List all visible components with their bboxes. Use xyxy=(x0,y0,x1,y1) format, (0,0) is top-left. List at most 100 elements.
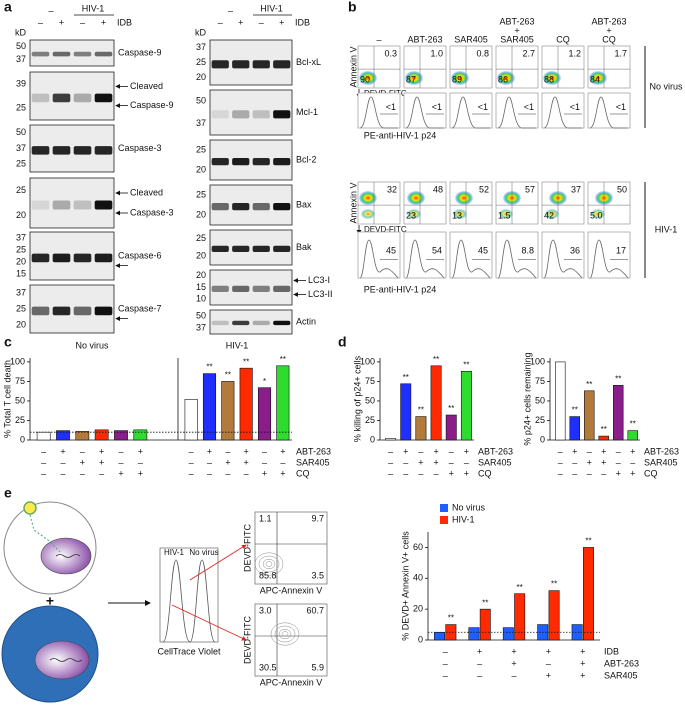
group-label: – xyxy=(48,5,53,15)
band xyxy=(252,158,270,166)
kd-label: 37 xyxy=(16,143,26,153)
condition-sign: + xyxy=(511,658,516,668)
blot-label: Caspase-9 xyxy=(130,100,174,110)
kd-label: 25 xyxy=(16,185,26,195)
quadrant-value: 1.2 xyxy=(568,48,581,58)
condition-sign: – xyxy=(262,457,267,467)
condition-label: CQ xyxy=(644,468,658,478)
band xyxy=(52,200,71,210)
blot-label: Cleaved xyxy=(130,187,163,197)
significance: ** xyxy=(433,355,439,364)
bar xyxy=(571,624,583,641)
legend-label: HIV-1 xyxy=(452,514,475,524)
significance: ** xyxy=(418,406,424,415)
band xyxy=(52,146,71,155)
contour-plot xyxy=(254,603,328,677)
column-header: SAR405 xyxy=(500,34,534,44)
condition-sign: – xyxy=(60,457,65,467)
kd-label: 20 xyxy=(16,256,26,266)
histogram-curve xyxy=(405,239,445,279)
condition-sign: + xyxy=(580,646,585,656)
condition-sign: – xyxy=(558,468,563,478)
bar xyxy=(221,381,235,441)
axis-label: DEVD-FITC xyxy=(242,524,252,572)
quadrant-value: 5.0 xyxy=(590,210,603,220)
lane-sign: + xyxy=(238,17,243,27)
column-header: CQ xyxy=(602,34,616,44)
condition-sign: – xyxy=(207,468,212,478)
band xyxy=(31,146,50,155)
group-label: – xyxy=(228,5,233,15)
contour xyxy=(270,622,300,646)
y-tick-label: 50 xyxy=(15,395,25,405)
histogram-curve xyxy=(497,239,537,279)
bar xyxy=(627,430,638,441)
column-header: – xyxy=(376,34,381,44)
flow-density xyxy=(451,71,469,85)
bar xyxy=(385,438,397,441)
y-tick-label: 40 xyxy=(413,573,423,583)
y-axis-label: % p24+ cells remaining xyxy=(522,352,532,445)
kd-unit: kD xyxy=(195,27,207,37)
band xyxy=(211,158,229,166)
condition-sign: + xyxy=(616,468,621,478)
kd-label: 37 xyxy=(196,322,206,332)
lane-sign: + xyxy=(101,17,106,27)
condition-sign: + xyxy=(433,446,438,456)
band xyxy=(252,245,270,253)
condition-sign: – xyxy=(138,457,143,467)
histogram-value: <1 xyxy=(570,102,580,112)
flow-density xyxy=(589,71,607,85)
band xyxy=(252,203,270,211)
quadrant-value: 52 xyxy=(479,184,489,194)
kd-label: 20 xyxy=(196,72,206,82)
blot-label: LC3-I xyxy=(308,275,330,285)
band xyxy=(94,51,113,57)
histogram-curve xyxy=(497,96,536,129)
condition-label: SAR405 xyxy=(644,457,678,467)
band xyxy=(94,200,113,210)
quadrant-value: 13 xyxy=(452,210,462,220)
condition-sign: – xyxy=(434,468,439,478)
condition-sign: – xyxy=(225,468,230,478)
condition-sign: + xyxy=(244,446,249,456)
y-tick-label: 25 xyxy=(535,415,545,425)
condition-label: IDB xyxy=(604,646,619,656)
panel-letter: c xyxy=(4,334,12,350)
band xyxy=(73,146,92,155)
condition-sign: + xyxy=(477,646,482,656)
band xyxy=(252,60,270,69)
kd-label: 37 xyxy=(16,54,26,64)
kd-label: 25 xyxy=(16,303,26,313)
band xyxy=(273,285,291,293)
condition-sign: – xyxy=(464,457,469,467)
condition-sign: – xyxy=(118,446,123,456)
band xyxy=(232,320,250,326)
condition-sign: – xyxy=(244,468,249,478)
condition-label: ABT-263 xyxy=(296,446,331,456)
condition-sign: – xyxy=(403,457,408,467)
bar xyxy=(239,367,253,441)
y-tick-label: 0 xyxy=(540,434,545,444)
significance: ** xyxy=(517,583,523,592)
kd-label: 25 xyxy=(16,102,26,112)
blot-label: Actin xyxy=(296,316,316,326)
band xyxy=(73,306,92,316)
band xyxy=(211,320,229,326)
axis-label: PE-anti-HIV-1 p24 xyxy=(364,130,437,140)
bar xyxy=(569,416,580,441)
column-header: + xyxy=(606,25,611,35)
kd-label: 37 xyxy=(16,232,26,242)
condition-sign: + xyxy=(262,468,267,478)
band xyxy=(31,306,50,316)
quadrant-value: 60.7 xyxy=(306,605,324,615)
significance: * xyxy=(263,377,266,386)
band xyxy=(94,306,113,316)
quadrant-value: 30.5 xyxy=(259,662,277,672)
blot-label: Bak xyxy=(296,242,312,252)
condition-sign: + xyxy=(244,457,249,467)
row-label: HIV-1 xyxy=(655,224,678,234)
band xyxy=(94,146,113,155)
blot-label: Caspase-6 xyxy=(118,250,162,260)
